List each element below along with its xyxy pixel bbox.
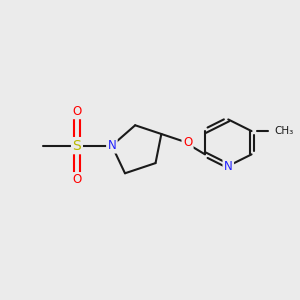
Text: O: O [72, 105, 82, 118]
Text: S: S [73, 139, 81, 153]
Text: CH₃: CH₃ [275, 126, 294, 136]
Text: O: O [183, 136, 192, 149]
Text: O: O [72, 173, 82, 187]
Text: N: N [107, 139, 116, 152]
Text: N: N [224, 160, 233, 172]
